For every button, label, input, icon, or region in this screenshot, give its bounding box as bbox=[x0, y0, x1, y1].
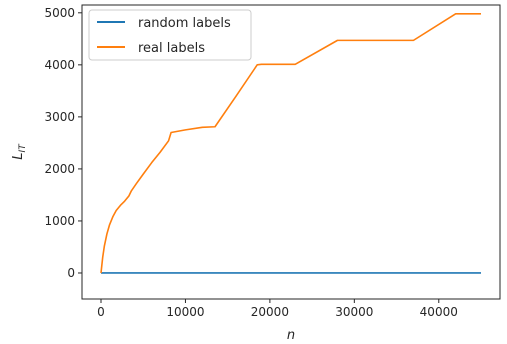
plot-area bbox=[81, 4, 501, 300]
series-layer bbox=[100, 13, 481, 274]
legend-box bbox=[88, 9, 252, 61]
axes-frame bbox=[81, 4, 501, 300]
y-tick-label: 1000 bbox=[44, 214, 75, 228]
y-tick-label: 4000 bbox=[44, 58, 75, 72]
x-tick-label: 40000 bbox=[420, 305, 458, 319]
y-axis: 0 1000 2000 3000 4000 5000 bbox=[44, 6, 82, 280]
series-line-real-labels bbox=[100, 13, 481, 274]
y-axis-label-main: L bbox=[11, 152, 26, 159]
y-tick-label: 5000 bbox=[44, 6, 75, 20]
legend-label-real-labels: real labels bbox=[138, 41, 205, 56]
x-tick-label: 0 bbox=[97, 305, 105, 319]
x-axis-label: n bbox=[287, 328, 295, 343]
svg-text:LIT: LIT bbox=[11, 143, 28, 160]
x-tick-label: 30000 bbox=[335, 305, 373, 319]
x-tick-label: 20000 bbox=[251, 305, 289, 319]
y-axis-label-subscript: IT bbox=[18, 143, 28, 153]
y-axis-label: LIT bbox=[11, 143, 28, 160]
y-tick-label: 2000 bbox=[44, 162, 75, 176]
x-axis: 0 10000 20000 30000 40000 bbox=[97, 299, 458, 319]
y-tick-label: 0 bbox=[67, 266, 75, 280]
x-tick-label: 10000 bbox=[166, 305, 204, 319]
legend: random labels real labels bbox=[88, 9, 252, 61]
legend-label-random-labels: random labels bbox=[138, 16, 231, 31]
y-tick-label: 3000 bbox=[44, 110, 75, 124]
